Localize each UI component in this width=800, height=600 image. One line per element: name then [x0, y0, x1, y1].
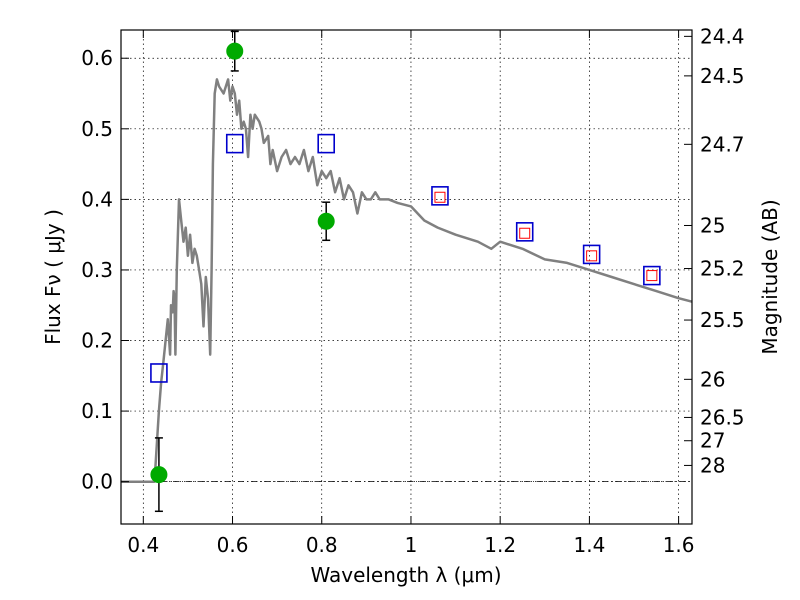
y-axis: 0.0 0.1 0.2 0.3 0.4 0.5 0.6 [81, 46, 129, 494]
plot-layer [121, 30, 693, 513]
y-tick-label: 0.6 [81, 46, 113, 70]
y2-tick-label: 25.2 [700, 257, 745, 281]
y2-tick-label: 25 [700, 213, 725, 237]
model-photometry-point [431, 186, 449, 206]
x-tick-label: 0.6 [217, 533, 249, 557]
model-photometry-point [643, 265, 661, 286]
x-axis-title: Wavelength λ (μm) [310, 563, 501, 587]
measured-photometry-point [646, 270, 658, 282]
x-tick-label: 1.6 [663, 533, 695, 557]
y2-tick-label: 24.4 [700, 24, 745, 48]
y2-tick-label: 26 [700, 367, 725, 391]
model-spectrum-line [121, 78, 693, 483]
y-axis-title: Flux Fν ( μJy ) [41, 209, 65, 345]
model-photometry-point [582, 244, 601, 265]
y-tick-label: 0.1 [81, 399, 113, 423]
x-axis: 0.4 0.6 0.8 1 1.2 1.4 1.6 [127, 30, 695, 557]
x-tick-label: 0.4 [127, 533, 159, 557]
observed-flux-point [317, 212, 335, 230]
measured-photometry-point [586, 250, 598, 262]
measured-photometry-point [519, 227, 531, 239]
y2-tick-label: 27 [700, 429, 725, 453]
y2-tick-label: 24.5 [700, 64, 745, 88]
observed-flux-point [150, 466, 168, 484]
model-photometry-point [225, 133, 244, 154]
x-tick-label: 1.4 [573, 533, 605, 557]
x-tick-label: 1.2 [484, 533, 516, 557]
x-tick-label: 1 [405, 533, 418, 557]
x-tick-label: 0.8 [306, 533, 338, 557]
y2-axis-title: Magnitude (AB) [758, 199, 782, 354]
measured-photometry-point [434, 191, 446, 203]
observed-flux-point [226, 42, 244, 60]
y-tick-label: 0.3 [81, 258, 113, 282]
y2-tick-label: 25.5 [700, 308, 745, 332]
y-tick-label: 0.2 [81, 329, 113, 353]
model-photometry-point [150, 363, 168, 383]
y-tick-label: 0.5 [81, 117, 113, 141]
y-tick-label: 0.0 [81, 470, 113, 494]
model-photometry-point [515, 222, 534, 242]
y2-tick-label: 24.7 [700, 132, 745, 156]
y2-tick-label: 26.5 [700, 405, 745, 429]
plot-frame [120, 29, 693, 525]
model-photometry-point [317, 133, 336, 154]
y-tick-label: 0.4 [81, 187, 113, 211]
y2-tick-label: 28 [700, 453, 725, 477]
